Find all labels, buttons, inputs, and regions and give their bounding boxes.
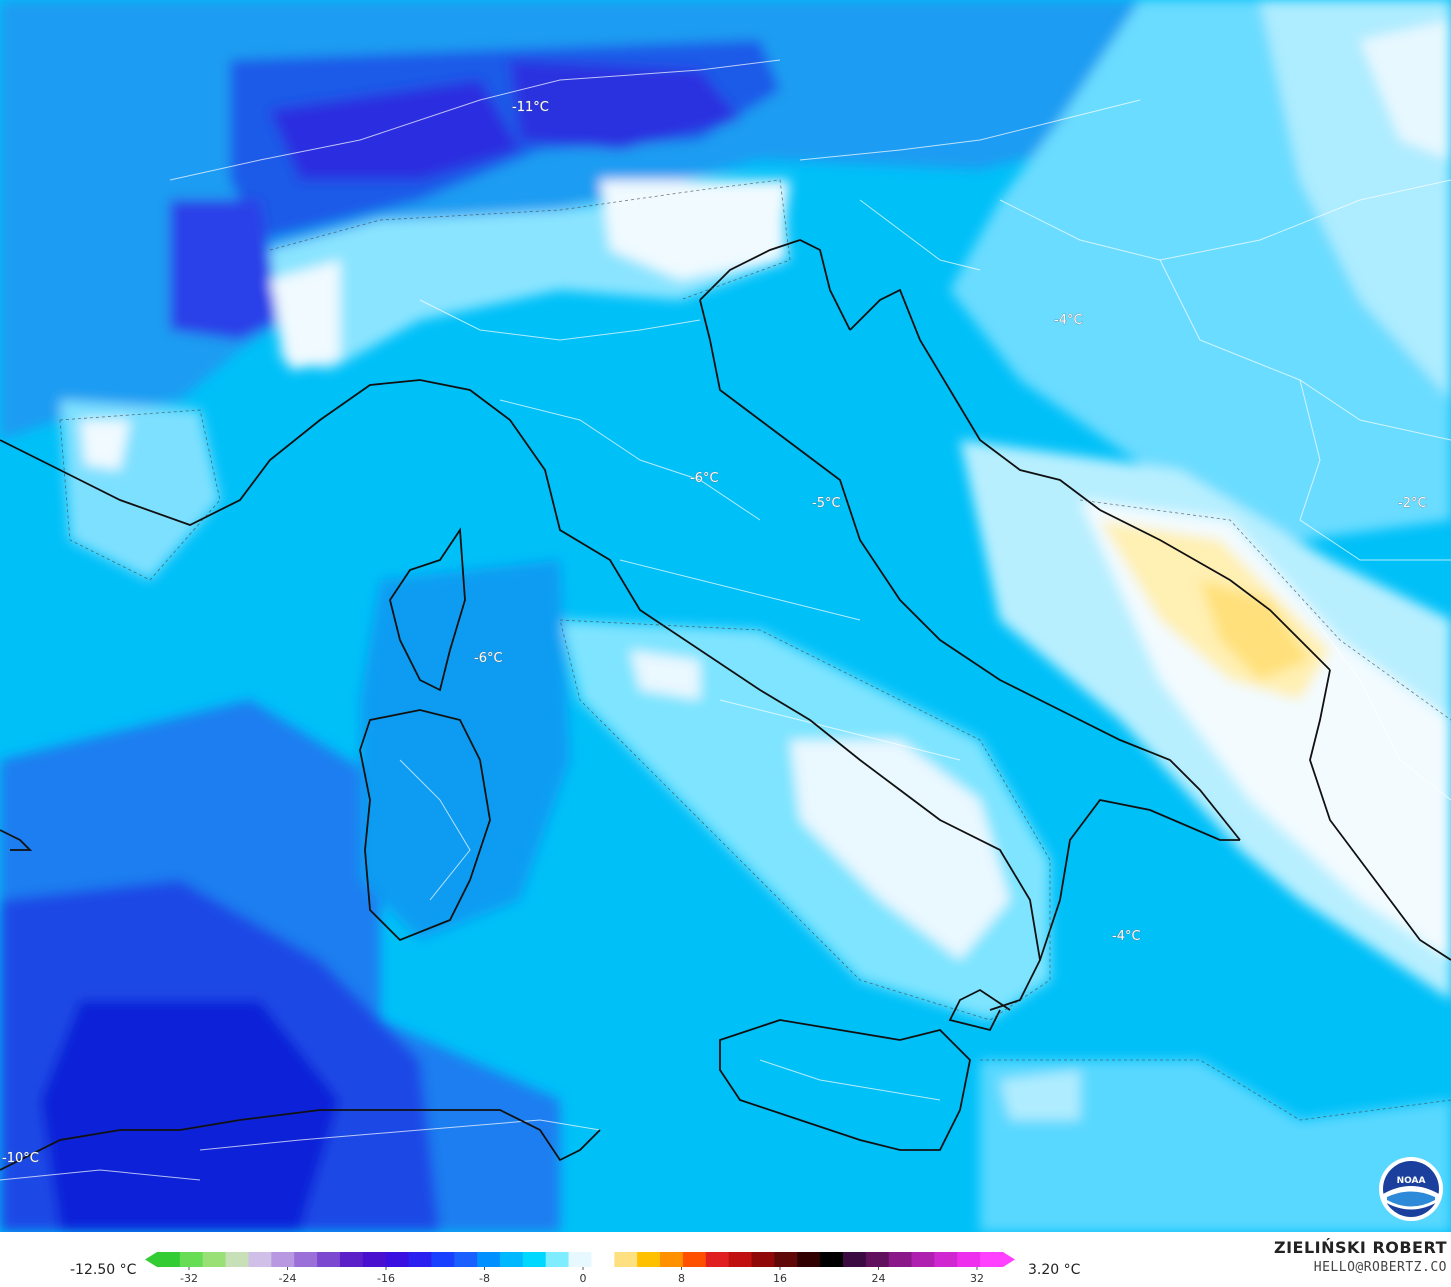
scale-tick-label: 8	[678, 1272, 685, 1285]
scale-arrow-right	[1003, 1252, 1015, 1267]
scale-cell	[408, 1252, 432, 1267]
scale-cell	[271, 1252, 295, 1267]
temp-label-ionian: -4°C	[1112, 929, 1141, 944]
scale-cell	[179, 1252, 204, 1267]
map-labels: -11°C -4°C -6°C -5°C -6°C -2°C -4°C -10°…	[2, 100, 1427, 1167]
scale-cell	[797, 1252, 821, 1267]
scale-cell	[911, 1252, 935, 1267]
map-canvas: -11°C -4°C -6°C -5°C -6°C -2°C -4°C -10°…	[0, 0, 1451, 1232]
scale-cell	[637, 1252, 661, 1267]
legend-min-label: -12.50 °C	[70, 1262, 137, 1278]
scale-cell	[225, 1252, 249, 1267]
scale-cell	[317, 1252, 341, 1267]
color-scale-ticks: -32 -24 -16 -8 0 8 16 24 32	[180, 1267, 984, 1285]
temp-label-croatia: -4°C	[1054, 313, 1083, 328]
scale-tick-label: -32	[180, 1272, 198, 1285]
scale-cell	[980, 1252, 1004, 1267]
scale-cell	[774, 1252, 798, 1267]
temp-label-alps: -11°C	[512, 100, 549, 115]
scale-cell	[865, 1252, 890, 1267]
scale-cell	[202, 1252, 227, 1267]
scale-cell	[522, 1252, 547, 1267]
author-credit: ZIELIŃSKI ROBERT	[1273, 1238, 1447, 1257]
temperature-fields	[0, 0, 1451, 1232]
scale-cell	[385, 1252, 410, 1267]
scale-cell	[339, 1252, 364, 1267]
scale-cell	[820, 1252, 844, 1267]
scale-cell	[614, 1252, 638, 1267]
scale-tick-label: -16	[377, 1272, 395, 1285]
scale-cell	[157, 1252, 181, 1267]
scale-tick-label: -8	[479, 1272, 490, 1285]
scale-arrow-left	[145, 1252, 157, 1267]
color-scale-cells	[145, 1252, 1015, 1267]
scale-cell	[362, 1252, 387, 1267]
scale-cell	[591, 1252, 615, 1267]
author-email: HELLO@ROBERTZ.CO	[1313, 1260, 1447, 1275]
scale-cell	[568, 1252, 592, 1267]
temperature-map: -11°C -4°C -6°C -5°C -6°C -2°C -4°C -10°…	[0, 0, 1451, 1232]
temp-label-adriatic: -5°C	[812, 496, 841, 511]
scale-cell	[294, 1252, 318, 1267]
temp-label-balkans: -2°C	[1398, 496, 1427, 511]
scale-cell	[957, 1252, 981, 1267]
isotherm-lines	[59, 179, 1451, 1121]
scale-cell	[705, 1252, 730, 1267]
legend-footer: -12.50 °C -32 -24 -16 -8 0 8 16 24 32 3.20 °C ZI…	[0, 1232, 1451, 1287]
noaa-logo: NOAA	[1379, 1157, 1443, 1221]
color-scale: -32 -24 -16 -8 0 8 16 24 32	[145, 1252, 1015, 1285]
noaa-logo-text: NOAA	[1397, 1176, 1426, 1186]
scale-tick-label: 24	[872, 1272, 886, 1285]
scale-cell	[751, 1252, 775, 1267]
scale-cell	[934, 1252, 958, 1267]
temp-label-tyrrhenian: -6°C	[474, 651, 503, 666]
country-borders	[0, 59, 1451, 1181]
scale-tick-label: -24	[279, 1272, 297, 1285]
temp-label-central-italy: -6°C	[690, 471, 719, 486]
scale-cell	[888, 1252, 913, 1267]
scale-cell	[545, 1252, 570, 1267]
scale-cell	[728, 1252, 752, 1267]
scale-cell	[499, 1252, 524, 1267]
scale-tick-label: 0	[580, 1272, 587, 1285]
scale-cell	[477, 1252, 501, 1267]
temp-label-africa: -10°C	[2, 1151, 39, 1166]
scale-cell	[454, 1252, 478, 1267]
coastlines	[0, 239, 1451, 1171]
scale-cell	[431, 1252, 455, 1267]
scale-cell	[248, 1252, 272, 1267]
scale-cell	[660, 1252, 684, 1267]
scale-tick-label: 32	[970, 1272, 984, 1285]
scale-tick-label: 16	[773, 1272, 787, 1285]
scale-cell	[842, 1252, 867, 1267]
legend-max-label: 3.20 °C	[1028, 1262, 1081, 1278]
scale-cell	[682, 1252, 707, 1267]
